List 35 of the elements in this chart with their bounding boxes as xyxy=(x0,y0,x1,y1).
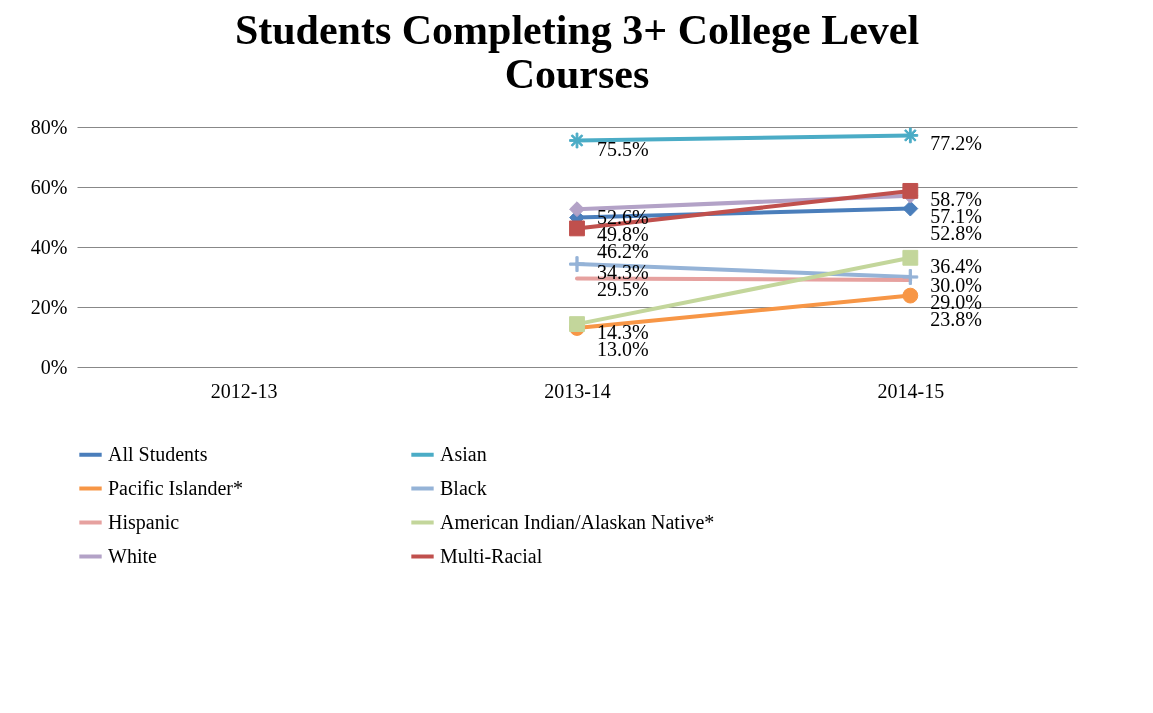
legend-label: American Indian/Alaskan Native* xyxy=(440,510,715,533)
point xyxy=(902,127,919,144)
data-label: 36.4% xyxy=(930,254,983,277)
y-tick-label: 40% xyxy=(30,235,68,258)
chart-title: Students Completing 3+ College Level Courses xyxy=(234,7,920,97)
data-label: 13.0% xyxy=(597,338,649,361)
point xyxy=(902,249,919,266)
legend-label: Hispanic xyxy=(108,510,180,534)
data-label: 58.7% xyxy=(930,187,983,210)
x-tick-label: 2014-15 xyxy=(877,379,945,402)
point xyxy=(902,287,919,304)
y-tick-label: 20% xyxy=(30,295,68,318)
legend-label: Asian xyxy=(440,442,487,465)
data-label: 29.5% xyxy=(597,278,649,301)
point xyxy=(569,316,585,333)
legend-label: All Students xyxy=(108,442,208,465)
point xyxy=(569,201,585,218)
point xyxy=(902,269,919,285)
y-tick-label: 80% xyxy=(30,115,68,138)
legend-label: Multi-Racial xyxy=(440,544,543,567)
point xyxy=(902,182,919,199)
legend-label: White xyxy=(108,544,157,567)
point xyxy=(569,132,585,149)
y-tick-label: 60% xyxy=(30,175,68,198)
data-label: 46.2% xyxy=(597,240,649,263)
legend-label: Pacific Islander* xyxy=(108,476,243,499)
data-label: 77.2% xyxy=(930,132,983,155)
data-label: 75.5% xyxy=(597,137,649,160)
x-tick-label: 2012-13 xyxy=(210,379,278,402)
x-tick-label: 2013-14 xyxy=(544,379,611,402)
legend-label: Black xyxy=(440,476,487,499)
point xyxy=(902,200,919,217)
point xyxy=(569,256,585,273)
point xyxy=(569,220,585,237)
y-tick-label: 0% xyxy=(40,355,68,378)
